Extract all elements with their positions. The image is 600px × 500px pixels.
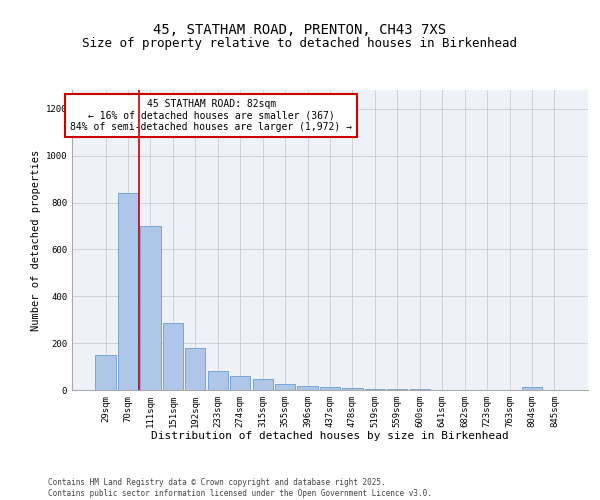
Bar [140, 226, 161, 390]
Y-axis label: Number of detached properties: Number of detached properties [31, 150, 41, 330]
Text: 45 STATHAM ROAD: 82sqm
← 16% of detached houses are smaller (367)
84% of semi-de: 45 STATHAM ROAD: 82sqm ← 16% of detached… [70, 99, 352, 132]
Text: Size of property relative to detached houses in Birkenhead: Size of property relative to detached ho… [83, 38, 517, 51]
Bar [365, 389, 385, 390]
Bar [95, 355, 116, 390]
Text: Contains HM Land Registry data © Crown copyright and database right 2025.
Contai: Contains HM Land Registry data © Crown c… [48, 478, 432, 498]
Bar [275, 384, 295, 390]
X-axis label: Distribution of detached houses by size in Birkenhead: Distribution of detached houses by size … [151, 432, 509, 442]
Bar [185, 348, 205, 390]
Bar [298, 386, 317, 390]
Bar [343, 388, 362, 390]
Bar [118, 193, 138, 390]
Bar [208, 371, 228, 390]
Bar [522, 387, 542, 390]
Bar [320, 387, 340, 390]
Bar [230, 376, 250, 390]
Bar [163, 323, 183, 390]
Bar [253, 380, 273, 390]
Text: 45, STATHAM ROAD, PRENTON, CH43 7XS: 45, STATHAM ROAD, PRENTON, CH43 7XS [154, 22, 446, 36]
